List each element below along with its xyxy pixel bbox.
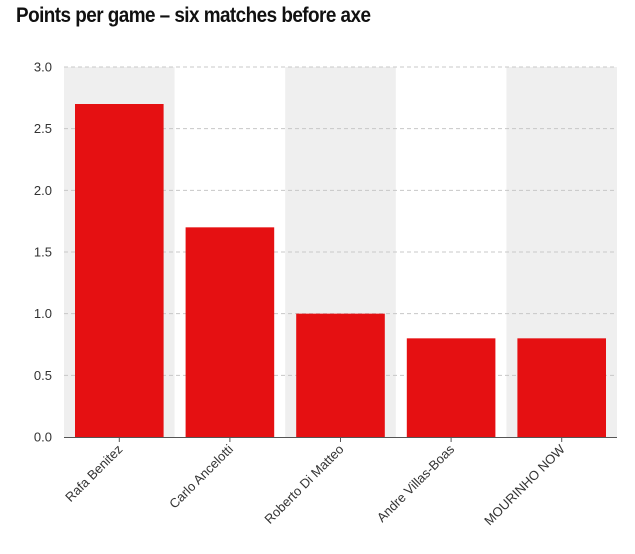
x-tick-label: Rafa Benitez [62, 442, 125, 505]
bar [296, 313, 385, 437]
y-axis-ticks: 0.0 0.5 1.0 1.5 2.0 2.5 3.0 [34, 60, 52, 445]
bar [406, 338, 496, 437]
bar [517, 338, 606, 437]
bars [75, 104, 606, 437]
x-axis-ticks: Rafa Benitez Carlo Ancelotti Roberto Di Ma… [62, 437, 568, 528]
y-tick-label: 0.5 [34, 368, 52, 383]
y-tick-label: 0.0 [34, 430, 52, 445]
x-tick-label: Roberto Di Matteo [261, 442, 346, 527]
bar [185, 227, 275, 437]
chart-title: Points per game – six matches before axe [16, 4, 371, 27]
y-tick-label: 1.5 [34, 245, 52, 260]
x-tick-label: Carlo Ancelotti [166, 441, 236, 511]
x-tick-label: Andre Villas-Boas [374, 441, 458, 525]
y-tick-label: 2.5 [34, 121, 52, 136]
y-tick-label: 1.0 [34, 306, 52, 321]
bar [75, 104, 164, 437]
y-tick-label: 3.0 [34, 60, 52, 75]
y-tick-label: 2.0 [34, 183, 52, 198]
x-tick-label: MOURINHO NOW [481, 441, 568, 528]
